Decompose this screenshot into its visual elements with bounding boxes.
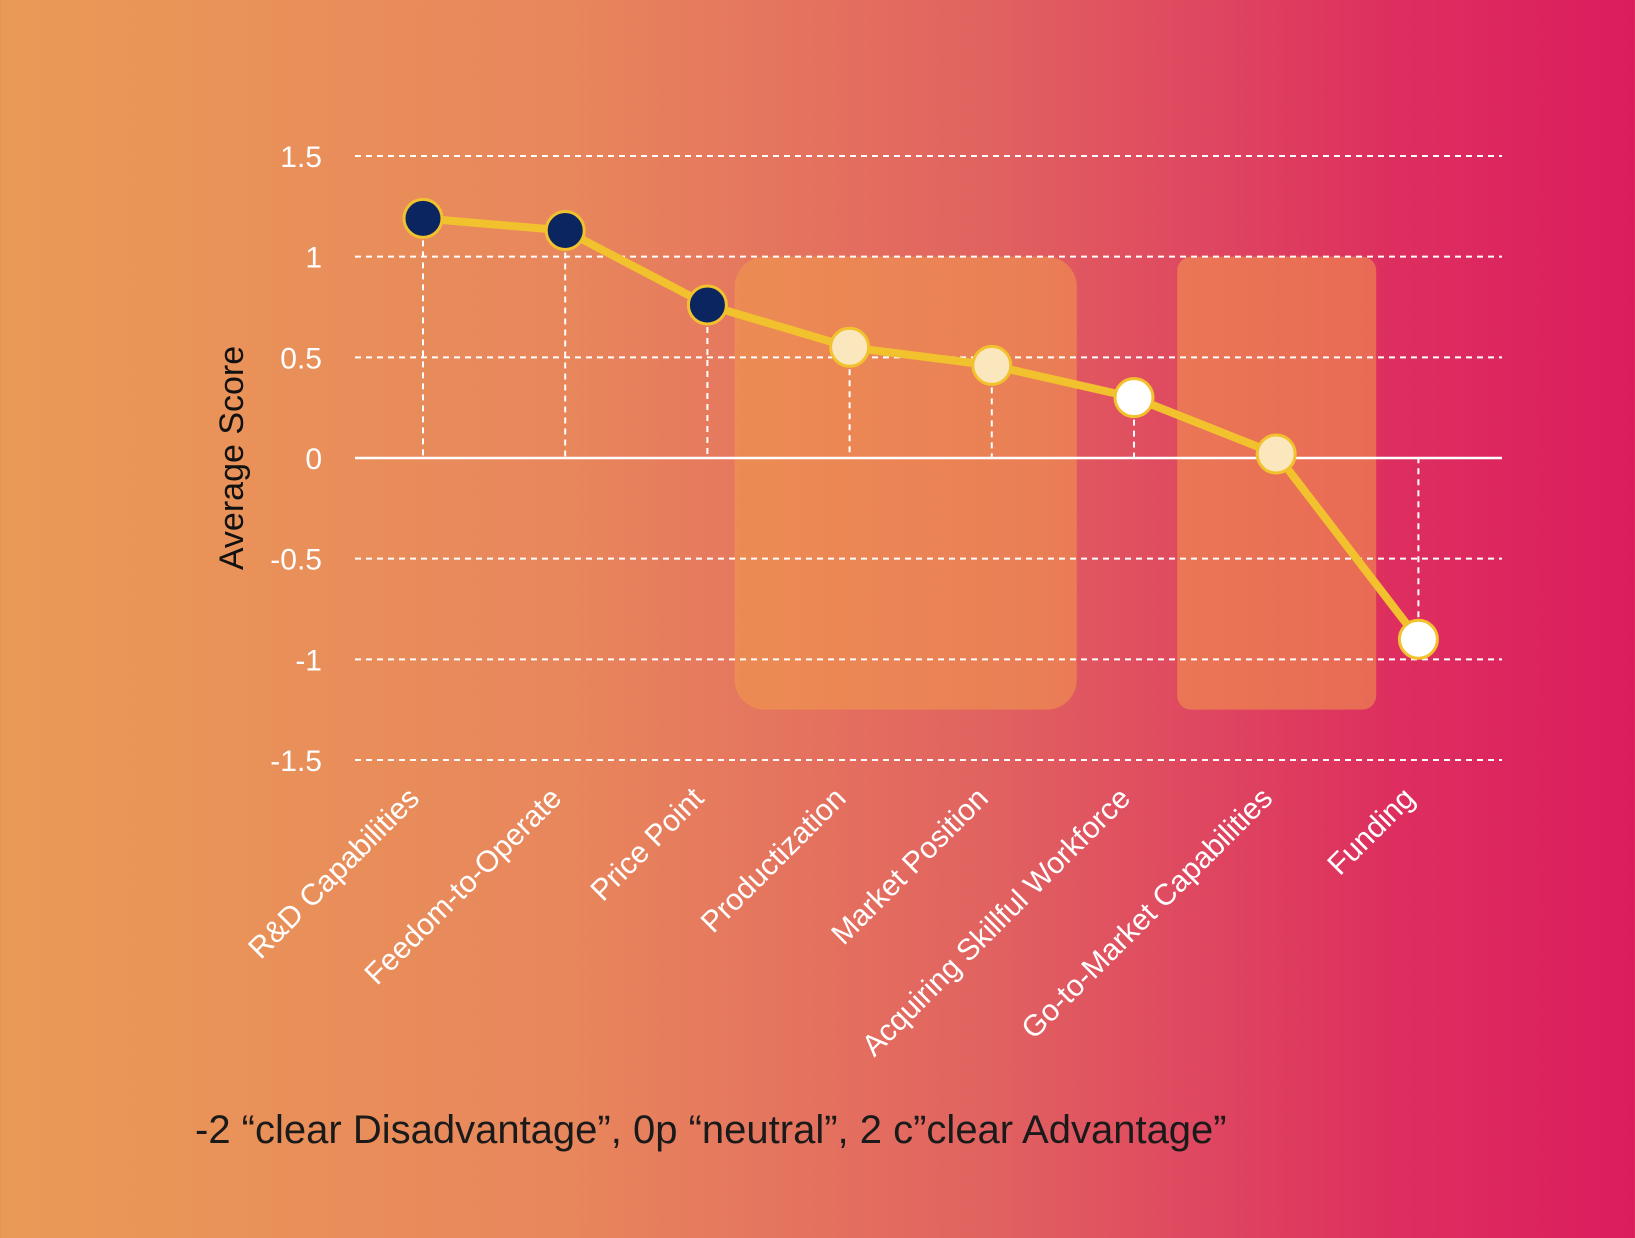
y-tick-label: 1.5	[280, 141, 322, 174]
data-markers	[402, 197, 1439, 660]
data-point	[686, 284, 728, 326]
x-tick-label: Go-to-Market Capabilities	[1015, 782, 1279, 1046]
x-tick-label: Funding	[1321, 782, 1421, 882]
y-tick-label: 0.5	[280, 342, 322, 375]
x-tick-label: Acquiring Skillful Workforce	[856, 782, 1137, 1063]
y-tick-label: -1	[295, 644, 322, 677]
x-tick-label: Productization	[695, 782, 853, 940]
series-polyline	[419, 214, 1423, 644]
data-point	[1397, 618, 1439, 660]
data-point	[1255, 433, 1297, 475]
gridlines	[355, 155, 1502, 761]
highlight-band-2	[1177, 256, 1377, 710]
highlight-bands	[734, 256, 1377, 710]
y-axis-title: Average Score	[213, 346, 251, 570]
x-tick-label: Price Point	[584, 781, 710, 907]
series-line	[419, 214, 1423, 644]
y-tick-label: -0.5	[270, 544, 322, 577]
data-point	[544, 209, 586, 251]
scale-caption: -2 “clear Disadvantage”, 0p “neutral”, 2…	[195, 1108, 1227, 1152]
data-point	[402, 197, 444, 239]
data-point	[829, 326, 871, 368]
data-point	[1113, 377, 1155, 419]
y-tick-label: -1.5	[270, 745, 322, 778]
y-tick-label: 0	[305, 443, 322, 476]
y-tick-label: 1	[305, 242, 322, 275]
y-tick-labels: 1.5 1 0.5 0 -0.5 -1 -1.5	[270, 141, 322, 778]
data-point	[971, 344, 1013, 386]
